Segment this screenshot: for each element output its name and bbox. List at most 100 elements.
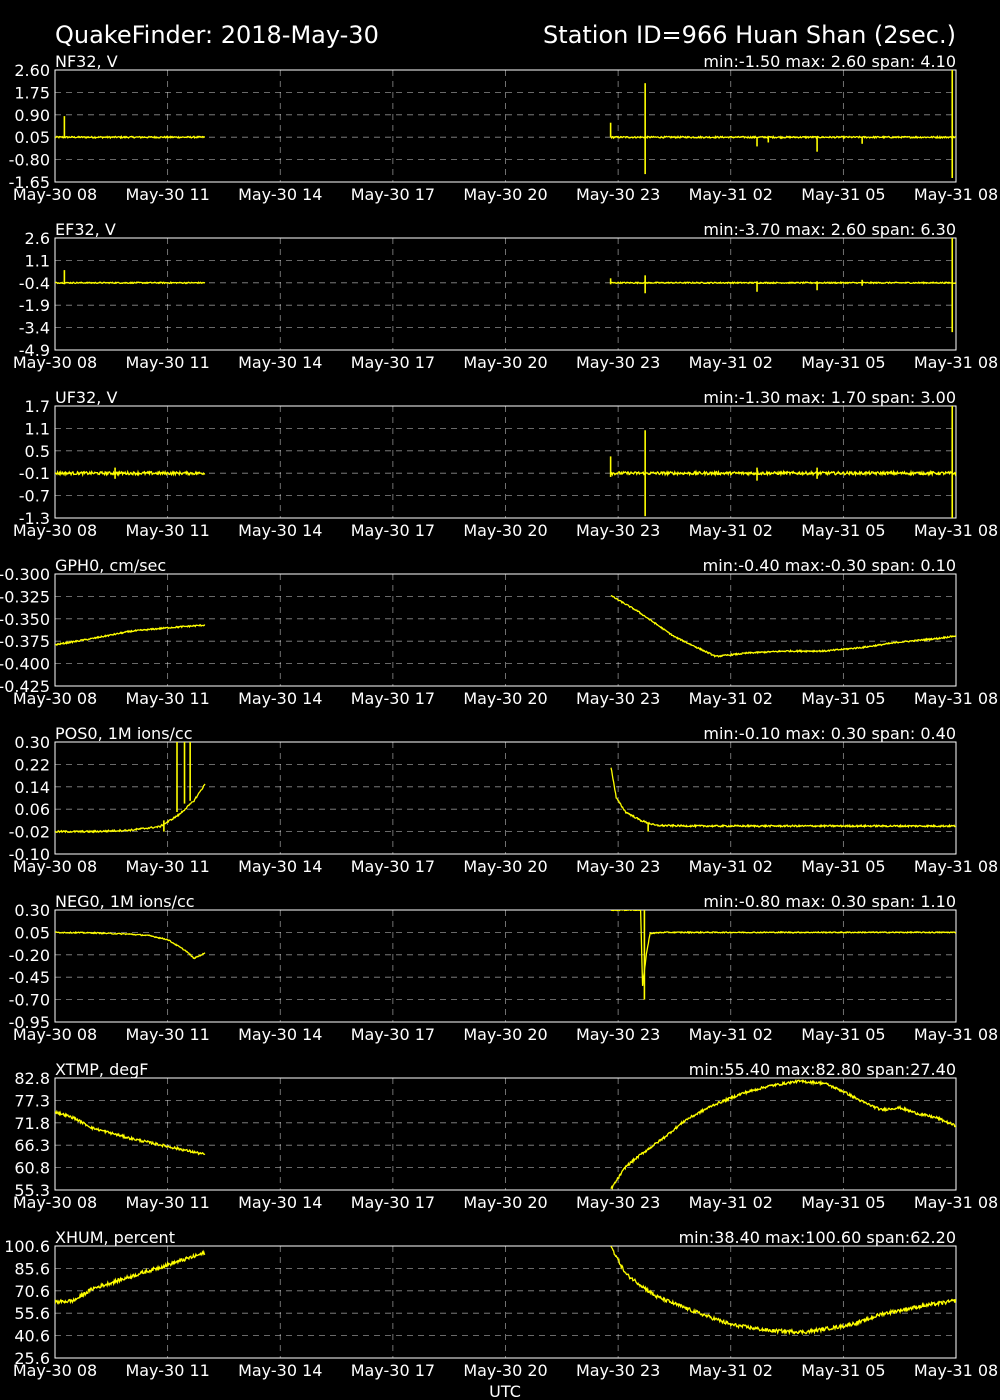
x-tick-label: May-30 17 <box>351 1025 435 1044</box>
y-tick-label: -0.02 <box>9 823 50 842</box>
x-tick-label: May-30 14 <box>238 521 322 540</box>
x-tick-label: May-30 20 <box>463 1025 547 1044</box>
series-stats: min:-0.80 max: 0.30 span: 1.10 <box>703 892 956 911</box>
x-tick-label: May-30 08 <box>13 1361 97 1380</box>
y-tick-label: -0.350 <box>0 610 50 629</box>
x-tick-label: May-31 08 <box>914 857 998 876</box>
x-tick-label: May-30 11 <box>125 1025 209 1044</box>
y-tick-label: 77.3 <box>14 1091 50 1110</box>
x-tick-label: May-30 17 <box>351 185 435 204</box>
series-trace <box>55 1246 956 1336</box>
x-tick-label: May-30 11 <box>125 521 209 540</box>
y-tick-label: 71.8 <box>14 1114 50 1133</box>
y-tick-label: -0.425 <box>0 677 50 696</box>
x-tick-label: May-30 23 <box>576 857 660 876</box>
x-tick-label: May-30 20 <box>463 857 547 876</box>
y-tick-label: 0.90 <box>14 106 50 125</box>
x-tick-label: May-31 02 <box>689 1193 773 1212</box>
y-tick-label: 0.05 <box>14 923 50 942</box>
y-tick-label: 1.7 <box>25 397 50 416</box>
y-tick-label: 55.6 <box>14 1304 50 1323</box>
x-tick-label: May-30 20 <box>463 353 547 372</box>
y-tick-label: 25.6 <box>14 1349 50 1368</box>
x-tick-label: May-31 02 <box>689 1025 773 1044</box>
y-tick-label: 66.3 <box>14 1136 50 1155</box>
y-tick-label: -0.325 <box>0 587 50 606</box>
x-tick-label: May-31 05 <box>801 1361 885 1380</box>
x-tick-label: May-31 08 <box>914 353 998 372</box>
x-tick-label: May-30 08 <box>13 857 97 876</box>
x-tick-label: May-31 02 <box>689 1361 773 1380</box>
x-tick-label: May-31 08 <box>914 1025 998 1044</box>
y-tick-label: -0.4 <box>19 274 50 293</box>
y-tick-label: -3.4 <box>19 319 50 338</box>
y-tick-label: 82.8 <box>14 1069 50 1088</box>
y-tick-label: 70.6 <box>14 1282 50 1301</box>
x-tick-label: May-31 08 <box>914 1193 998 1212</box>
series-stats: min:55.40 max:82.80 span:27.40 <box>689 1060 956 1079</box>
series-label: NEG0, 1M ions/cc <box>55 892 195 911</box>
series-trace <box>55 767 956 834</box>
y-tick-label: 0.14 <box>14 778 50 797</box>
y-tick-label: 55.3 <box>14 1181 50 1200</box>
x-tick-label: May-31 05 <box>801 353 885 372</box>
x-tick-label: May-31 08 <box>914 185 998 204</box>
x-tick-label: May-30 11 <box>125 857 209 876</box>
x-tick-label: May-31 08 <box>914 689 998 708</box>
x-tick-label: May-30 17 <box>351 689 435 708</box>
series-trace <box>55 134 956 140</box>
panel-3: -0.300-0.325-0.350-0.375-0.400-0.425May-… <box>0 556 998 708</box>
y-tick-label: 100.6 <box>4 1237 50 1256</box>
x-tick-label: May-30 20 <box>463 185 547 204</box>
series-stats: min:-1.30 max: 1.70 span: 3.00 <box>703 388 956 407</box>
x-tick-label: May-31 05 <box>801 1193 885 1212</box>
y-tick-label: 0.22 <box>14 755 50 774</box>
y-tick-label: -0.7 <box>19 487 50 506</box>
x-tick-label: May-30 23 <box>576 1361 660 1380</box>
y-tick-label: -1.9 <box>19 296 50 315</box>
series-stats: min:-1.50 max: 2.60 span: 4.10 <box>703 52 956 71</box>
x-tick-label: May-30 08 <box>13 521 97 540</box>
y-tick-label: -0.45 <box>9 968 50 987</box>
x-tick-label: May-30 14 <box>238 1361 322 1380</box>
series-stats: min:-3.70 max: 2.60 span: 6.30 <box>703 220 956 239</box>
x-tick-label: May-30 23 <box>576 521 660 540</box>
series-stats: min:38.40 max:100.60 span:62.20 <box>679 1228 956 1247</box>
y-tick-label: -1.3 <box>19 509 50 528</box>
x-tick-label: May-30 17 <box>351 353 435 372</box>
y-tick-label: 2.60 <box>14 61 50 80</box>
x-axis-label: UTC <box>489 1382 521 1400</box>
x-tick-label: May-30 20 <box>463 689 547 708</box>
x-tick-label: May-31 08 <box>914 1361 998 1380</box>
y-tick-label: 0.30 <box>14 901 50 920</box>
y-tick-label: 40.6 <box>14 1327 50 1346</box>
y-tick-label: -1.65 <box>9 173 50 192</box>
y-tick-label: -0.400 <box>0 655 50 674</box>
x-tick-label: May-30 17 <box>351 1193 435 1212</box>
y-tick-label: 1.1 <box>25 251 50 270</box>
x-tick-label: May-30 17 <box>351 857 435 876</box>
y-tick-label: -0.95 <box>9 1013 50 1032</box>
x-tick-label: May-30 23 <box>576 689 660 708</box>
y-tick-label: 0.30 <box>14 733 50 752</box>
x-tick-label: May-30 08 <box>13 1193 97 1212</box>
y-tick-label: -0.300 <box>0 565 50 584</box>
x-tick-label: May-31 02 <box>689 353 773 372</box>
series-trace <box>55 594 956 658</box>
y-tick-label: -0.20 <box>9 946 50 965</box>
x-tick-label: May-30 14 <box>238 857 322 876</box>
series-label: EF32, V <box>55 220 116 239</box>
x-tick-label: May-30 14 <box>238 1025 322 1044</box>
series-trace <box>55 1078 956 1190</box>
x-tick-label: May-31 05 <box>801 1025 885 1044</box>
x-tick-label: May-31 05 <box>801 689 885 708</box>
x-tick-label: May-30 17 <box>351 1361 435 1380</box>
x-tick-label: May-30 23 <box>576 1025 660 1044</box>
x-tick-label: May-30 20 <box>463 1193 547 1212</box>
